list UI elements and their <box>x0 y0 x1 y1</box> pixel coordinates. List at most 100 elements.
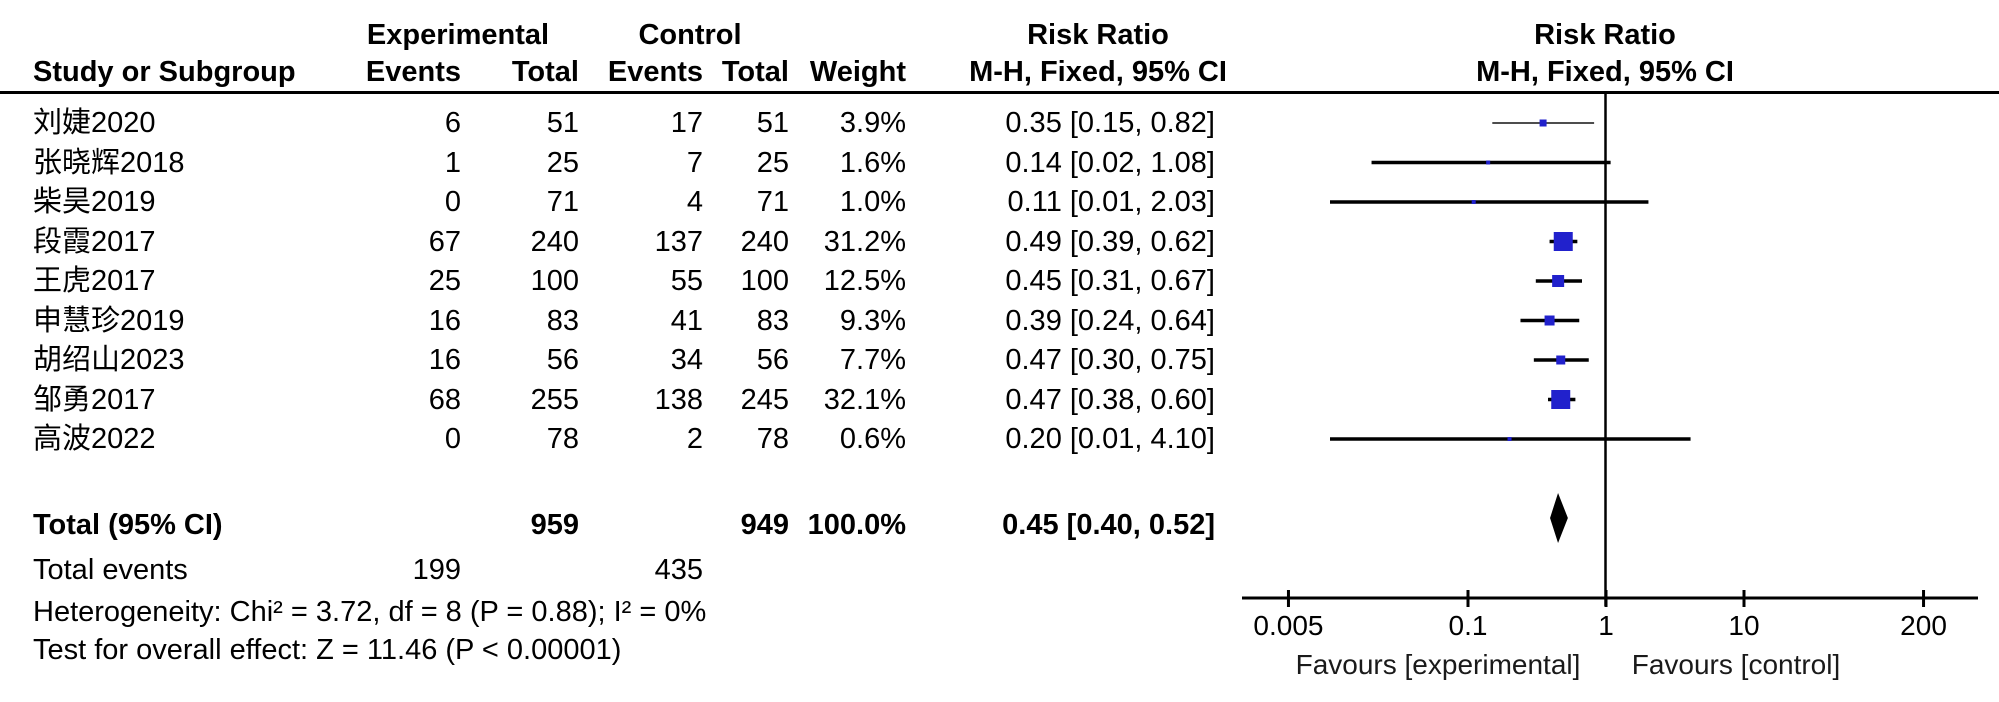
study-name: 胡绍山2023 <box>33 344 185 376</box>
weight-cell: 3.9% <box>839 107 906 139</box>
effect-square <box>1507 437 1512 441</box>
exp-total-cell: 78 <box>546 423 579 455</box>
ctrl-total-cell: 25 <box>756 146 789 179</box>
rr-ci-cell: 0.11 [0.01, 2.03] <box>1007 186 1215 218</box>
col-header-weight: Weight <box>809 56 906 88</box>
ctrl-total-cell: 51 <box>756 107 789 139</box>
total-diamond <box>1550 493 1568 543</box>
total-events-experimental: 199 <box>412 554 461 586</box>
plot-header-riskratio-1: Risk Ratio <box>1534 19 1676 51</box>
ctrl-events-cell: 138 <box>654 383 703 416</box>
effect-square <box>1553 232 1573 251</box>
exp-events-cell: 25 <box>428 265 461 297</box>
total-weight: 100.0% <box>807 509 906 541</box>
weight-cell: 0.6% <box>839 423 906 455</box>
rr-ci-cell: 0.14 [0.02, 1.08] <box>1005 146 1215 179</box>
col-header-study: Study or Subgroup <box>33 56 296 88</box>
exp-events-cell: 0 <box>444 186 461 218</box>
overall-effect-text: Test for overall effect: Z = 11.46 (P < … <box>33 634 622 666</box>
weight-cell: 12.5% <box>823 265 906 297</box>
ctrl-total-cell: 240 <box>740 225 789 258</box>
col-header-exp-total: Total <box>511 56 579 88</box>
total-events-control: 435 <box>654 554 703 586</box>
col-header-exp-events: Events <box>365 56 461 88</box>
effect-square <box>1471 200 1476 204</box>
study-name: 柴昊2019 <box>33 186 156 218</box>
effect-square <box>1551 390 1571 409</box>
study-name: 张晓辉2018 <box>33 146 185 179</box>
ctrl-events-cell: 17 <box>670 107 703 139</box>
axis-tick-label: 200 <box>1900 610 1947 641</box>
rr-ci-cell: 0.49 [0.39, 0.62] <box>1005 225 1215 258</box>
total-rr-ci: 0.45 [0.40, 0.52] <box>1002 509 1215 541</box>
ctrl-events-cell: 4 <box>686 186 703 218</box>
axis-tick-label: 10 <box>1728 610 1760 641</box>
study-name: 刘婕2020 <box>33 107 156 139</box>
axis-tick-label: 0.1 <box>1448 610 1488 641</box>
plot-marks-layer <box>1330 119 1691 543</box>
weight-cell: 7.7% <box>839 344 906 376</box>
ctrl-events-cell: 55 <box>670 265 703 297</box>
col-header-ctrl-total: Total <box>721 56 789 88</box>
exp-total-cell: 56 <box>546 344 579 376</box>
exp-total-cell: 71 <box>546 186 579 218</box>
total-ctrl-total: 949 <box>740 509 789 541</box>
weight-cell: 9.3% <box>839 304 906 337</box>
weight-cell: 32.1% <box>823 383 906 416</box>
favours-experimental-label: Favours [experimental] <box>1295 649 1581 680</box>
exp-events-cell: 16 <box>428 344 461 376</box>
exp-events-cell: 68 <box>428 383 461 416</box>
ctrl-total-cell: 78 <box>756 423 789 455</box>
ctrl-events-cell: 7 <box>686 146 703 179</box>
effect-square <box>1539 119 1547 127</box>
rr-ci-cell: 0.39 [0.24, 0.64] <box>1005 304 1215 337</box>
effect-square <box>1556 355 1566 365</box>
exp-events-cell: 67 <box>428 225 461 258</box>
exp-total-cell: 100 <box>530 265 579 297</box>
rr-ci-cell: 0.47 [0.30, 0.75] <box>1005 344 1215 376</box>
heterogeneity-text: Heterogeneity: Chi² = 3.72, df = 8 (P = … <box>33 596 707 628</box>
total-events-label: Total events <box>33 554 188 586</box>
weight-cell: 1.0% <box>839 186 906 218</box>
exp-total-cell: 51 <box>546 107 579 139</box>
effect-square <box>1486 160 1491 165</box>
effect-square <box>1552 275 1565 287</box>
exp-total-cell: 255 <box>530 383 579 416</box>
rr-ci-cell: 0.35 [0.15, 0.82] <box>1005 107 1215 139</box>
col-header-ctrl-events: Events <box>607 56 703 88</box>
rr-ci-cell: 0.20 [0.01, 4.10] <box>1005 423 1215 455</box>
study-name: 邹勇2017 <box>33 383 156 416</box>
study-name: 段霞2017 <box>33 225 156 258</box>
ctrl-events-cell: 41 <box>670 304 703 337</box>
exp-total-cell: 83 <box>546 304 579 337</box>
axis-tick-label: 0.005 <box>1253 610 1324 641</box>
rr-ci-cell: 0.45 [0.31, 0.67] <box>1005 265 1215 297</box>
col-header-riskratio-text-1: Risk Ratio <box>1027 19 1169 51</box>
ctrl-events-cell: 2 <box>686 423 703 455</box>
ctrl-total-cell: 56 <box>756 344 789 376</box>
study-name: 王虎2017 <box>33 265 156 297</box>
exp-total-cell: 25 <box>546 146 579 179</box>
exp-total-cell: 240 <box>530 225 579 258</box>
favours-control-label: Favours [control] <box>1631 649 1841 680</box>
total-exp-total: 959 <box>530 509 579 541</box>
ctrl-events-cell: 34 <box>670 344 703 376</box>
group-header-control: Control <box>638 19 742 51</box>
weight-cell: 1.6% <box>839 146 906 179</box>
axis-ticks-layer <box>1286 590 1926 607</box>
study-name: 高波2022 <box>33 423 156 455</box>
ctrl-total-cell: 245 <box>740 383 789 416</box>
ctrl-total-cell: 100 <box>740 265 789 297</box>
plot-header-riskratio-2: M-H, Fixed, 95% CI <box>1476 56 1734 88</box>
group-header-experimental: Experimental <box>366 19 550 51</box>
exp-events-cell: 1 <box>444 146 461 179</box>
ctrl-total-cell: 83 <box>756 304 789 337</box>
weight-cell: 31.2% <box>823 225 906 258</box>
rr-ci-cell: 0.47 [0.38, 0.60] <box>1005 383 1215 416</box>
study-name: 申慧珍2019 <box>33 304 185 337</box>
axis-tick-label: 1 <box>1598 610 1614 641</box>
exp-events-cell: 0 <box>444 423 461 455</box>
ctrl-total-cell: 71 <box>756 186 789 218</box>
col-header-riskratio-text-2: M-H, Fixed, 95% CI <box>969 56 1227 88</box>
